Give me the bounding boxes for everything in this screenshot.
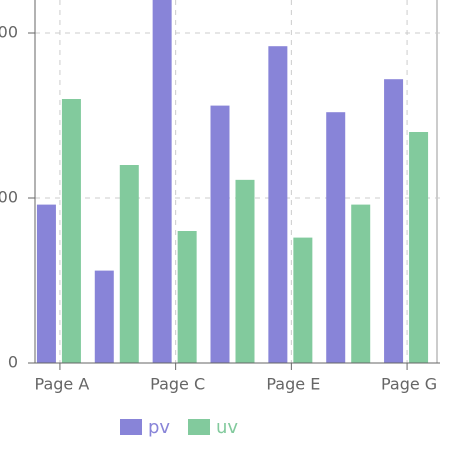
y-tick-label: 0 [8, 353, 18, 372]
x-tick-label: Page E [266, 375, 320, 394]
legend-label: uv [216, 417, 238, 438]
bar [177, 231, 197, 363]
bar [36, 204, 56, 363]
x-tick-label: Page G [381, 375, 437, 394]
legend-swatch [188, 419, 210, 435]
bar [61, 99, 81, 363]
bar [293, 237, 313, 363]
bar [268, 46, 288, 363]
bar [94, 270, 114, 363]
legend-swatch [120, 419, 142, 435]
bar [210, 105, 230, 363]
bar [384, 79, 404, 363]
bar [152, 0, 172, 363]
bar [351, 204, 371, 363]
x-tick-label: Page A [35, 375, 90, 394]
bar [235, 179, 255, 363]
x-tick-label: Page C [150, 375, 205, 394]
bar [326, 112, 346, 363]
bar [119, 165, 139, 363]
y-tick-label: 2000 [0, 23, 18, 42]
legend-label: pv [148, 417, 170, 438]
bar [409, 132, 429, 363]
y-tick-label: 1000 [0, 188, 18, 207]
